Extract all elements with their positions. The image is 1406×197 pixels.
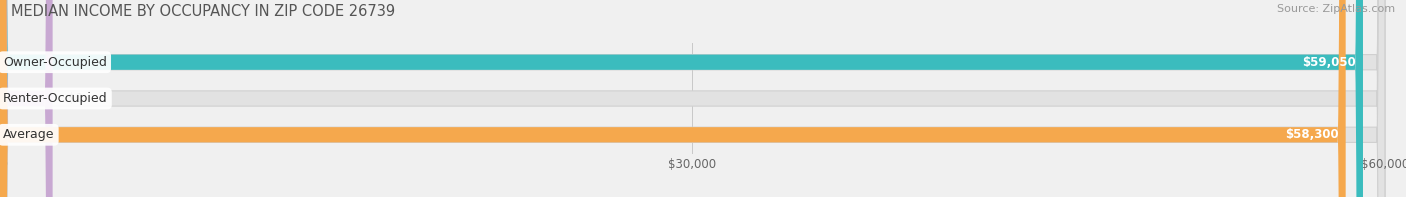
Text: $59,050: $59,050 (1302, 56, 1357, 69)
Text: $0: $0 (69, 92, 83, 105)
Text: $58,300: $58,300 (1285, 128, 1339, 141)
FancyBboxPatch shape (0, 0, 1346, 197)
Text: Source: ZipAtlas.com: Source: ZipAtlas.com (1277, 4, 1395, 14)
Text: MEDIAN INCOME BY OCCUPANCY IN ZIP CODE 26739: MEDIAN INCOME BY OCCUPANCY IN ZIP CODE 2… (11, 4, 395, 19)
FancyBboxPatch shape (0, 0, 52, 197)
Text: Renter-Occupied: Renter-Occupied (3, 92, 107, 105)
FancyBboxPatch shape (0, 0, 1362, 197)
Text: Owner-Occupied: Owner-Occupied (3, 56, 107, 69)
Text: Average: Average (3, 128, 55, 141)
